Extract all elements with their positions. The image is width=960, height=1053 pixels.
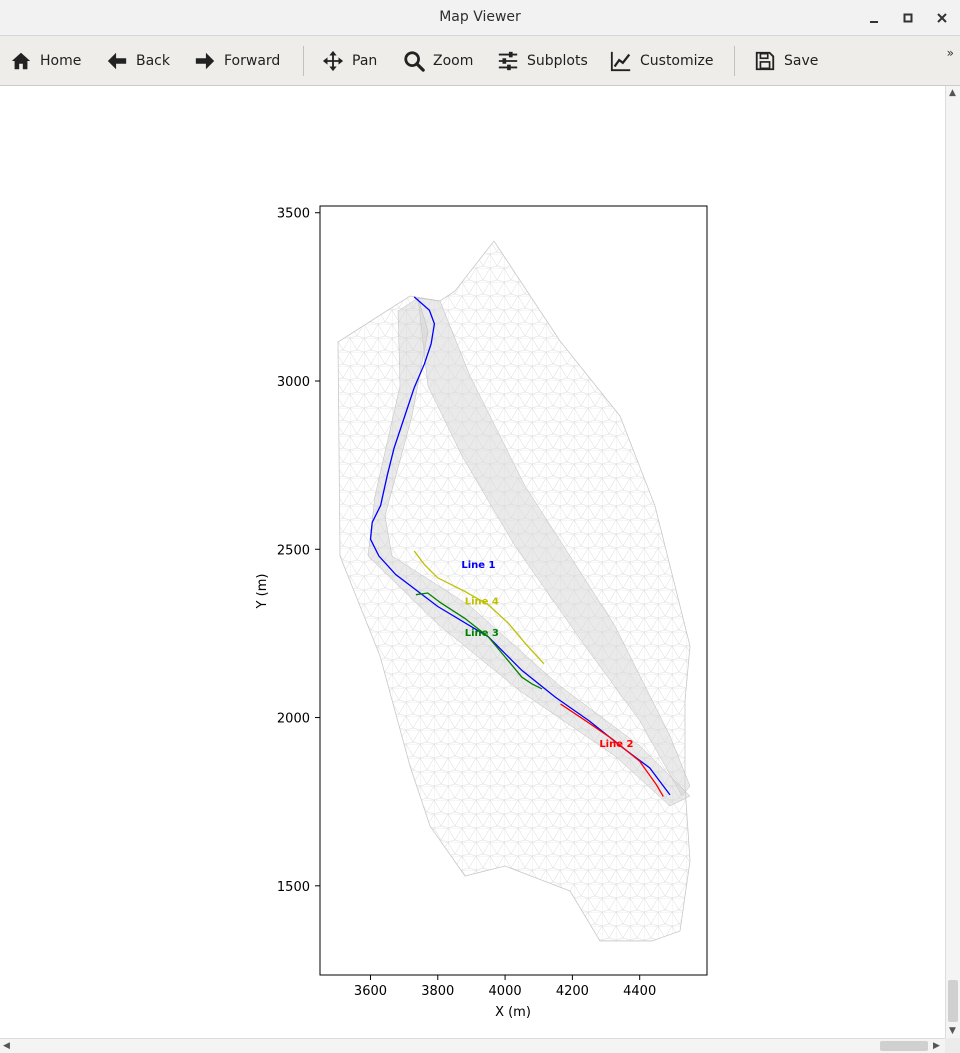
home-label: Home — [40, 53, 82, 69]
back-label: Back — [136, 53, 170, 69]
arrow-left-icon — [107, 52, 127, 70]
scroll-up-icon[interactable]: ▲ — [949, 88, 956, 98]
series-lines — [369, 296, 671, 797]
series-label-2: Line 2 — [599, 739, 633, 750]
pan-button[interactable]: Pan — [322, 48, 377, 74]
line-chart-icon — [610, 51, 631, 72]
save-button[interactable]: Save — [754, 48, 818, 74]
x-axis-ticks: 3600 3800 4000 4200 4400 — [354, 975, 656, 999]
scroll-down-icon[interactable]: ▼ — [949, 1026, 956, 1036]
maximize-button[interactable] — [898, 8, 918, 28]
series-line-1 — [369, 296, 671, 796]
x-tick-label: 3600 — [354, 984, 387, 999]
y-axis-ticks: 1500 2000 2500 3000 3500 — [277, 207, 320, 895]
series-labels: Line 1 Line 2 Line 3 Line 4 — [461, 560, 633, 750]
floppy-disk-icon — [755, 51, 775, 71]
back-button[interactable]: Back — [106, 48, 170, 74]
title-bar: Map Viewer — [0, 0, 960, 36]
save-label: Save — [784, 53, 819, 69]
toolbar-separator — [734, 46, 735, 76]
window-title: Map Viewer — [439, 9, 521, 25]
figure-canvas[interactable]: 3600 3800 4000 4200 4400 1500 2000 2500 3000 350… — [0, 86, 946, 1038]
horizontal-scroll-thumb[interactable] — [880, 1041, 928, 1051]
toolbar-overflow-button[interactable]: » — [946, 46, 954, 60]
scroll-left-icon[interactable]: ◀ — [3, 1041, 10, 1051]
subplots-button[interactable]: Subplots — [497, 48, 588, 74]
y-tick-label: 1500 — [277, 880, 310, 895]
y-axis-label: Y (m) — [255, 574, 270, 610]
close-icon — [937, 13, 947, 23]
series-line-4 — [413, 550, 545, 665]
toolbar: Home Back Forward Pan Zoom Subplots Cust… — [0, 36, 960, 86]
home-button[interactable]: Home — [10, 48, 81, 74]
pan-label: Pan — [352, 53, 378, 69]
series-line-3 — [415, 592, 543, 690]
y-tick-label: 3500 — [277, 207, 310, 222]
x-tick-label: 4000 — [489, 984, 522, 999]
zoom-label: Zoom — [433, 53, 474, 69]
magnifier-icon — [404, 51, 425, 72]
forward-label: Forward — [224, 53, 281, 69]
road-band — [367, 297, 691, 807]
scrollbar-corner — [945, 1038, 960, 1053]
forward-button[interactable]: Forward — [194, 48, 280, 74]
arrow-right-icon — [195, 52, 215, 70]
zoom-button[interactable]: Zoom — [403, 48, 473, 74]
plot-svg: 3600 3800 4000 4200 4400 1500 2000 2500 3000 350… — [255, 205, 708, 1020]
series-label-1: Line 1 — [461, 560, 495, 571]
x-tick-label: 3800 — [421, 984, 454, 999]
y-tick-label: 3000 — [277, 375, 310, 390]
plot-frame — [319, 205, 708, 976]
scroll-right-icon[interactable]: ▶ — [933, 1041, 940, 1051]
sliders-icon — [498, 51, 518, 71]
series-label-4: Line 4 — [465, 596, 499, 607]
close-button[interactable] — [932, 8, 952, 28]
vertical-scroll-thumb[interactable] — [948, 980, 958, 1022]
y-tick-label: 2000 — [277, 712, 310, 727]
y-tick-label: 2500 — [277, 543, 310, 558]
vertical-scrollbar[interactable]: ▲ ▼ — [945, 86, 960, 1038]
series-line-2 — [560, 703, 664, 797]
toolbar-separator — [303, 46, 304, 76]
minimize-icon — [870, 21, 878, 23]
x-tick-label: 4200 — [556, 984, 589, 999]
subplots-label: Subplots — [527, 53, 588, 69]
minimize-button[interactable] — [864, 8, 884, 28]
x-axis-label: X (m) — [495, 1005, 531, 1020]
x-tick-label: 4400 — [623, 984, 656, 999]
terrain-mesh — [337, 240, 691, 942]
maximize-icon — [903, 13, 913, 23]
home-icon — [11, 52, 31, 70]
move-icon — [322, 50, 344, 72]
customize-label: Customize — [640, 53, 714, 69]
series-label-3: Line 3 — [465, 628, 499, 639]
road-band — [417, 297, 691, 797]
horizontal-scrollbar[interactable]: ◀ ▶ — [0, 1038, 945, 1053]
customize-button[interactable]: Customize — [610, 48, 714, 74]
